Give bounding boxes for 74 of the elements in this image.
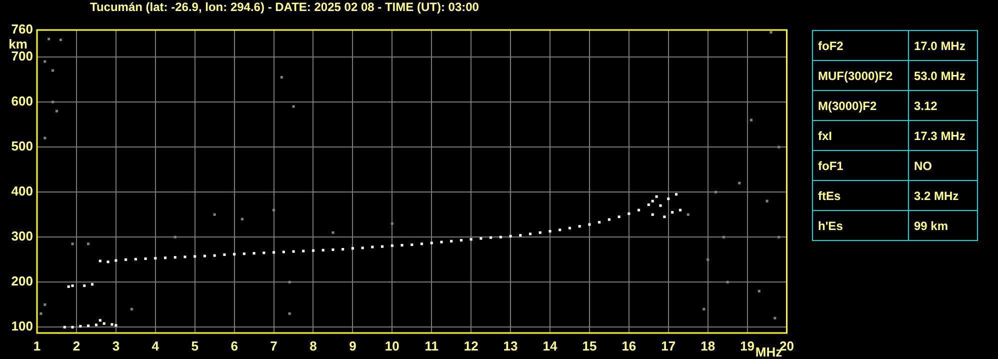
x-tick-label: 1 [33, 338, 41, 354]
y-tick-label: 760 [11, 22, 33, 37]
point [758, 290, 760, 292]
point [59, 38, 62, 42]
x-tick-label: 4 [152, 338, 160, 354]
point [213, 213, 216, 216]
point [766, 200, 768, 202]
point [55, 110, 58, 112]
text: 99 km [908, 210, 978, 240]
point [774, 316, 776, 320]
point [71, 242, 74, 246]
point [288, 280, 291, 284]
x-tick-label: 12 [464, 338, 478, 354]
point [48, 38, 50, 40]
point [770, 30, 772, 34]
x-tick-label: 8 [310, 338, 317, 354]
point [87, 242, 90, 246]
point [44, 303, 46, 306]
y-tick-label: 500 [11, 138, 33, 154]
x-tick-label: 17 [661, 338, 676, 354]
text: NO [908, 150, 978, 180]
x-tick-label: 13 [503, 338, 518, 354]
point [280, 76, 283, 79]
point [726, 280, 729, 284]
x-tick-label: 15 [582, 338, 597, 354]
point [52, 100, 54, 104]
x-tick-label: 19 [740, 338, 755, 354]
text: 3.12 [908, 90, 978, 120]
text: 17.0 MHz [908, 30, 978, 60]
point [44, 60, 46, 63]
x-tick-label: 18 [700, 338, 716, 354]
text: foF2 [812, 30, 908, 60]
y-tick-label: 400 [11, 184, 33, 199]
point [738, 182, 741, 184]
text: fxI [812, 120, 908, 150]
x-tick-label: 10 [384, 338, 400, 354]
y-tick-label: 600 [11, 94, 33, 109]
text: 53.0 MHz [908, 60, 978, 90]
point [332, 231, 334, 234]
point [44, 136, 46, 140]
point [130, 308, 133, 310]
point [686, 213, 690, 216]
point [778, 146, 780, 148]
x-tick-label: 5 [191, 338, 198, 354]
x-tick-label: 2 [72, 338, 80, 354]
x-tick-label: 7 [270, 338, 278, 354]
point [240, 218, 244, 220]
y-tick-label: 100 [11, 318, 33, 334]
x-tick-label: 14 [542, 338, 558, 354]
x-tick-label: 16 [622, 338, 636, 354]
text: M(3000)F2 [812, 90, 908, 120]
text: ftEs [812, 180, 908, 210]
point [702, 308, 706, 310]
y-tick-label: 300 [11, 228, 33, 244]
point [750, 118, 753, 122]
x-tick-label: 6 [230, 338, 238, 354]
point [174, 236, 176, 238]
point [40, 312, 42, 315]
point [714, 190, 718, 194]
point [288, 312, 291, 315]
point [52, 69, 54, 72]
text: 17.3 MHz [908, 120, 978, 150]
text: h'Es [812, 210, 908, 240]
text: 3.2 MHz [908, 180, 978, 210]
text: MUF(3000)F2 [812, 60, 908, 90]
point [722, 236, 725, 238]
text: foF1 [812, 150, 908, 180]
y-tick-label: 200 [11, 274, 33, 289]
point [778, 236, 780, 238]
x-tick-label: 9 [349, 338, 356, 354]
x-tick-label: 11 [424, 338, 438, 354]
chart-title: Tucumán (lat: -26.9, lon: 294.6) - DATE: 2025 02 08 - TIME (UT): 03:00 [90, 0, 479, 14]
point [292, 105, 295, 108]
x-tick-label: 3 [112, 338, 120, 354]
